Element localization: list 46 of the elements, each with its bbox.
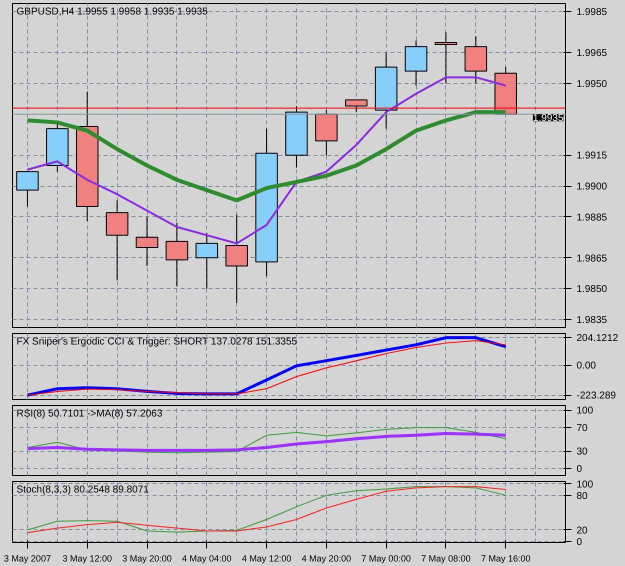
y-tick-label: 1.9950	[576, 78, 608, 90]
x-tick-label: 3 May 20:00	[122, 554, 172, 564]
candlestick	[166, 222, 188, 287]
y-tick-label: 0	[576, 536, 582, 548]
x-tick-label: 7 May 08:00	[421, 554, 471, 564]
y-tick-label: 0	[576, 464, 582, 475]
candlestick	[434, 32, 458, 84]
chart-title: FX Sniper's Ergodic CCI & Trigger: SHORT 137.0278 151.3355	[16, 336, 298, 348]
y-tick-label: 204.1212	[576, 333, 619, 344]
chart-title: GBPUSD,H4 1.9955 1.9958 1.9935 1.9935	[16, 6, 208, 18]
ref-line-label: 1.9935	[532, 113, 564, 124]
x-tick-label: 4 May 12:00	[242, 554, 292, 564]
line-series	[25, 110, 508, 202]
y-tick-label: 1.9835	[576, 314, 608, 326]
x-tick-label: 7 May 16:00	[480, 554, 530, 564]
line-series	[26, 432, 508, 452]
y-tick-label: 0.00	[576, 360, 596, 372]
candlestick	[225, 214, 248, 304]
candlestick	[344, 99, 368, 113]
x-tick-label: 3 May 2007	[4, 554, 51, 564]
candlestick	[196, 232, 218, 290]
x-tick-label: 4 May 20:00	[302, 554, 352, 564]
y-tick-label: 1.9885	[576, 212, 608, 224]
chart-title: Stoch(8,3,3) 80.2548 89.8071	[16, 484, 150, 496]
y-tick-label: 100	[576, 479, 594, 490]
x-tick-label: 7 May 00:00	[361, 554, 411, 564]
y-tick-label: 30	[576, 446, 588, 458]
y-tick-label: 1.9865	[576, 253, 608, 264]
y-tick-label: -223.289	[576, 390, 616, 402]
line-series	[26, 76, 507, 244]
candlestick	[106, 200, 128, 281]
y-tick-label: 70	[576, 423, 588, 434]
x-tick-label: 3 May 12:00	[62, 554, 112, 564]
line-series	[26, 427, 506, 454]
y-tick-label: 20	[576, 525, 588, 536]
y-tick-label: 1.9985	[576, 7, 608, 18]
x-tick-label: 4 May 04:00	[182, 554, 232, 564]
y-tick-label: 1.9900	[576, 182, 608, 193]
candlestick	[136, 216, 158, 266]
y-tick-label: 1.9915	[576, 150, 608, 162]
y-tick-label: 80	[576, 490, 588, 502]
candlestick	[16, 171, 39, 208]
chart-title: RSI(8) 50.7101 ->MA(8) 57.2063	[16, 408, 163, 420]
y-tick-label: 1.9850	[576, 284, 608, 296]
y-tick-label: 100	[576, 406, 594, 417]
y-tick-label: 1.9965	[576, 48, 608, 60]
